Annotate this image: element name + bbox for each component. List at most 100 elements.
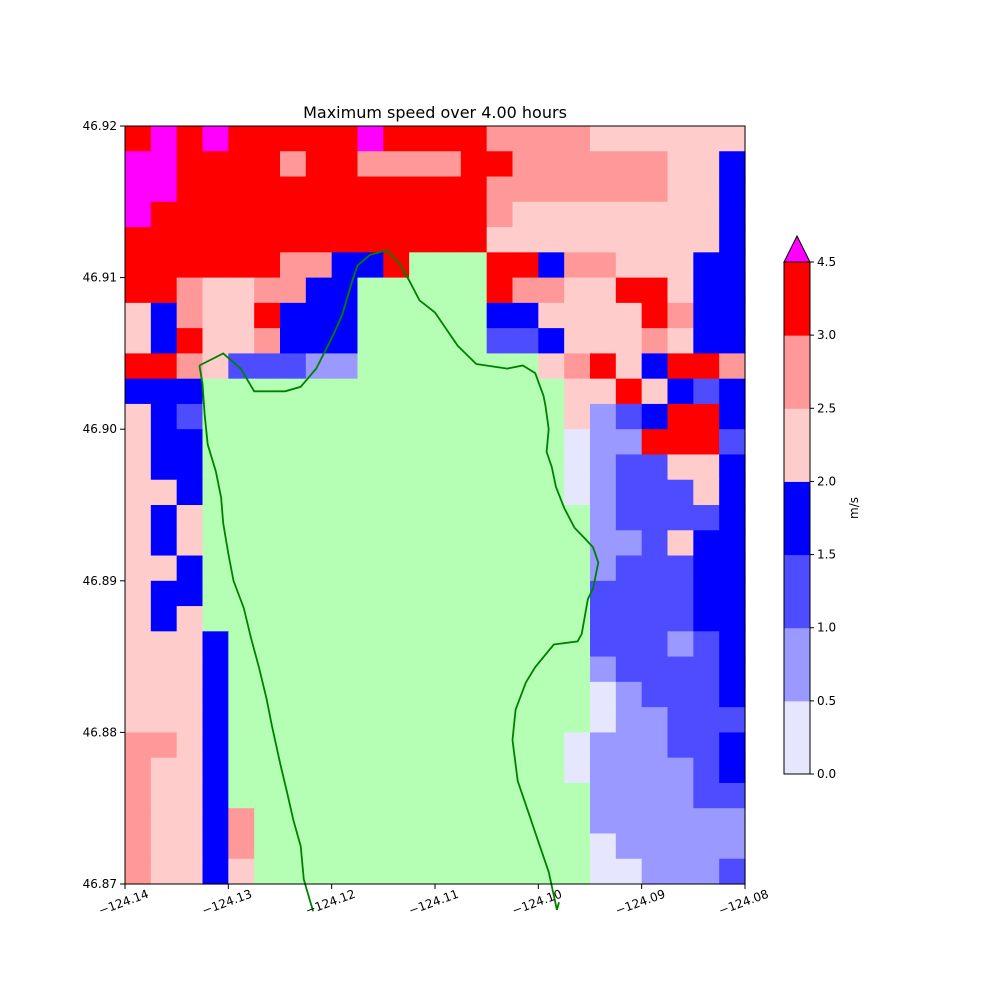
land-cell [305, 808, 333, 835]
land-cell [409, 580, 436, 607]
land-cell [202, 580, 229, 607]
land-cell [409, 479, 436, 506]
land-cell [305, 757, 333, 784]
land-cell [331, 378, 359, 405]
speed-cell [693, 201, 720, 228]
land-cell [383, 707, 410, 733]
land-cell [254, 403, 281, 430]
speed-cell [512, 252, 539, 279]
speed-cell [615, 277, 643, 304]
speed-cell [590, 277, 617, 304]
speed-cell [150, 302, 178, 329]
land-cell [331, 656, 359, 683]
speed-cell [590, 782, 617, 809]
land-cell [228, 479, 255, 506]
colorbar-tick-label: 3.0 [817, 328, 836, 342]
speed-cell [590, 681, 617, 708]
land-cell [357, 429, 384, 456]
speed-cell [486, 227, 514, 253]
speed-cell [615, 227, 643, 253]
land-cell [435, 353, 462, 380]
land-cell [305, 606, 333, 632]
land-cell [435, 302, 462, 329]
colorbar-segment [784, 408, 810, 482]
speed-cell [125, 378, 152, 405]
land-cell [280, 631, 307, 658]
colorbar-segment [784, 627, 810, 702]
speed-cell [719, 201, 746, 228]
land-cell [331, 707, 359, 733]
land-cell [305, 732, 333, 759]
land-cell [538, 656, 565, 683]
speed-cell [719, 227, 746, 253]
speed-cell [693, 858, 720, 885]
speed-cell [512, 328, 539, 354]
speed-cell [667, 403, 694, 430]
land-cell [305, 429, 333, 456]
speed-cell [615, 681, 643, 708]
land-cell [512, 580, 539, 607]
speed-cell [125, 454, 152, 481]
speed-cell [641, 454, 669, 481]
speed-cell [590, 454, 617, 481]
speed-cell [719, 126, 746, 152]
speed-cell [383, 126, 410, 152]
land-cell [254, 808, 281, 835]
speed-cell [409, 201, 436, 228]
speed-cell [512, 227, 539, 253]
speed-cell [641, 201, 669, 228]
speed-cell [357, 151, 384, 178]
land-cell [305, 580, 333, 607]
land-cell [409, 328, 436, 354]
speed-cell [280, 201, 307, 228]
speed-cell [305, 126, 333, 152]
land-cell [254, 707, 281, 733]
land-cell [383, 505, 410, 531]
land-cell [383, 479, 410, 506]
speed-cell [641, 151, 669, 178]
speed-cell [176, 454, 204, 481]
speed-cell [641, 302, 669, 329]
land-cell [357, 833, 384, 860]
land-cell [228, 530, 255, 557]
speed-cell [667, 530, 694, 557]
land-cell [512, 403, 539, 430]
colorbar: 0.0 0.5 1.0 1.5 2.0 2.5 3.0 4.5 [783, 234, 836, 781]
speed-cell [125, 353, 152, 380]
land-cell [460, 429, 488, 456]
land-cell [383, 378, 410, 405]
speed-cell [693, 606, 720, 632]
speed-cell [667, 201, 694, 228]
speed-cell [693, 353, 720, 380]
speed-cell [693, 378, 720, 405]
speed-cell [590, 757, 617, 784]
land-cell [435, 429, 462, 456]
land-cell [305, 555, 333, 582]
speed-cell [590, 353, 617, 380]
speed-cell [667, 757, 694, 784]
land-cell [538, 858, 565, 885]
land-cell [409, 403, 436, 430]
speed-cell [641, 530, 669, 557]
land-cell [512, 606, 539, 632]
speed-cell [460, 201, 488, 228]
speed-cell [564, 176, 591, 203]
x-tick-label: −124.09 [613, 887, 667, 918]
speed-cell [719, 454, 746, 481]
colorbar-tick-label: 4.5 [817, 255, 836, 269]
speed-cell [331, 201, 359, 228]
colorbar-tick-label: 0.5 [817, 694, 836, 708]
speed-cell [615, 302, 643, 329]
speed-cell [176, 227, 204, 253]
speed-cell [590, 505, 617, 531]
speed-cell [667, 858, 694, 885]
speed-cell [409, 126, 436, 152]
y-tick-label: 46.88 [83, 725, 117, 739]
speed-cell [305, 227, 333, 253]
speed-cell [641, 808, 669, 835]
land-cell [460, 302, 488, 329]
speed-cell [176, 707, 204, 733]
land-cell [383, 429, 410, 456]
speed-cell [641, 176, 669, 203]
speed-cell [486, 151, 514, 178]
